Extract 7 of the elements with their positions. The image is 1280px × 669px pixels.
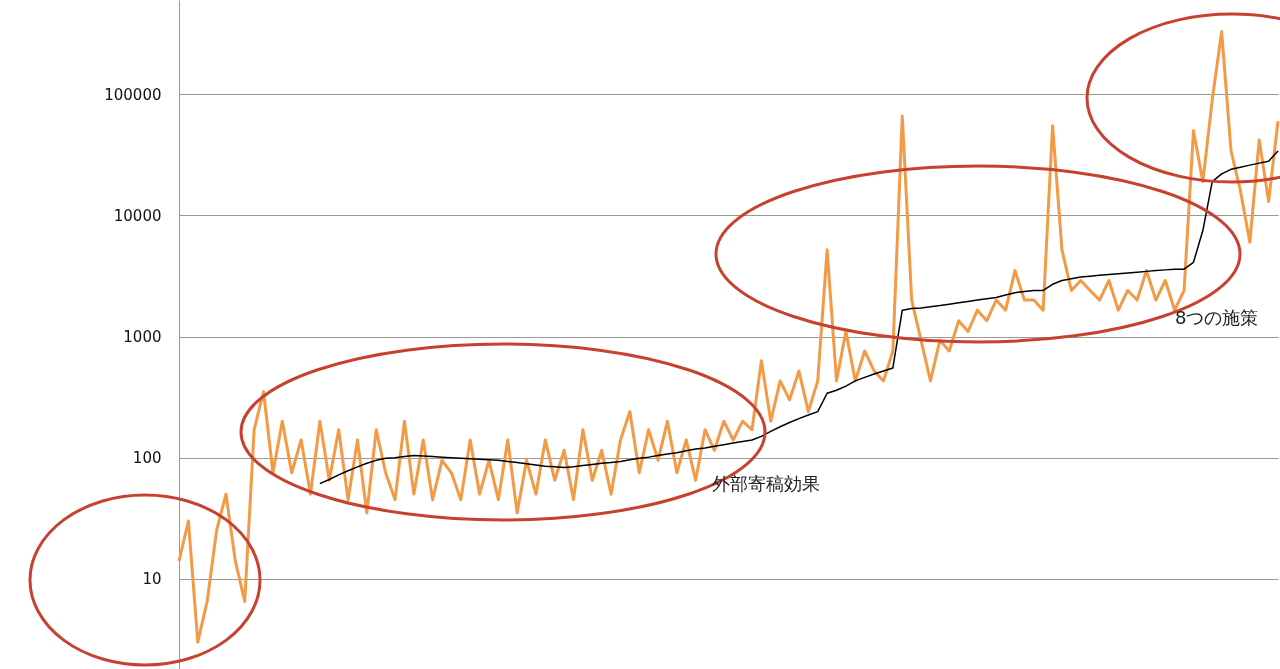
- line-series: [177, 29, 1280, 644]
- y-tick-label: 1000: [123, 328, 162, 347]
- y-tick-label: 100: [132, 449, 162, 468]
- y-tick-label: 10: [142, 570, 162, 589]
- y-tick-label: 10000: [113, 206, 162, 225]
- y-tick-label: 100000: [104, 85, 162, 104]
- annotation: 8つの施策: [1175, 306, 1259, 330]
